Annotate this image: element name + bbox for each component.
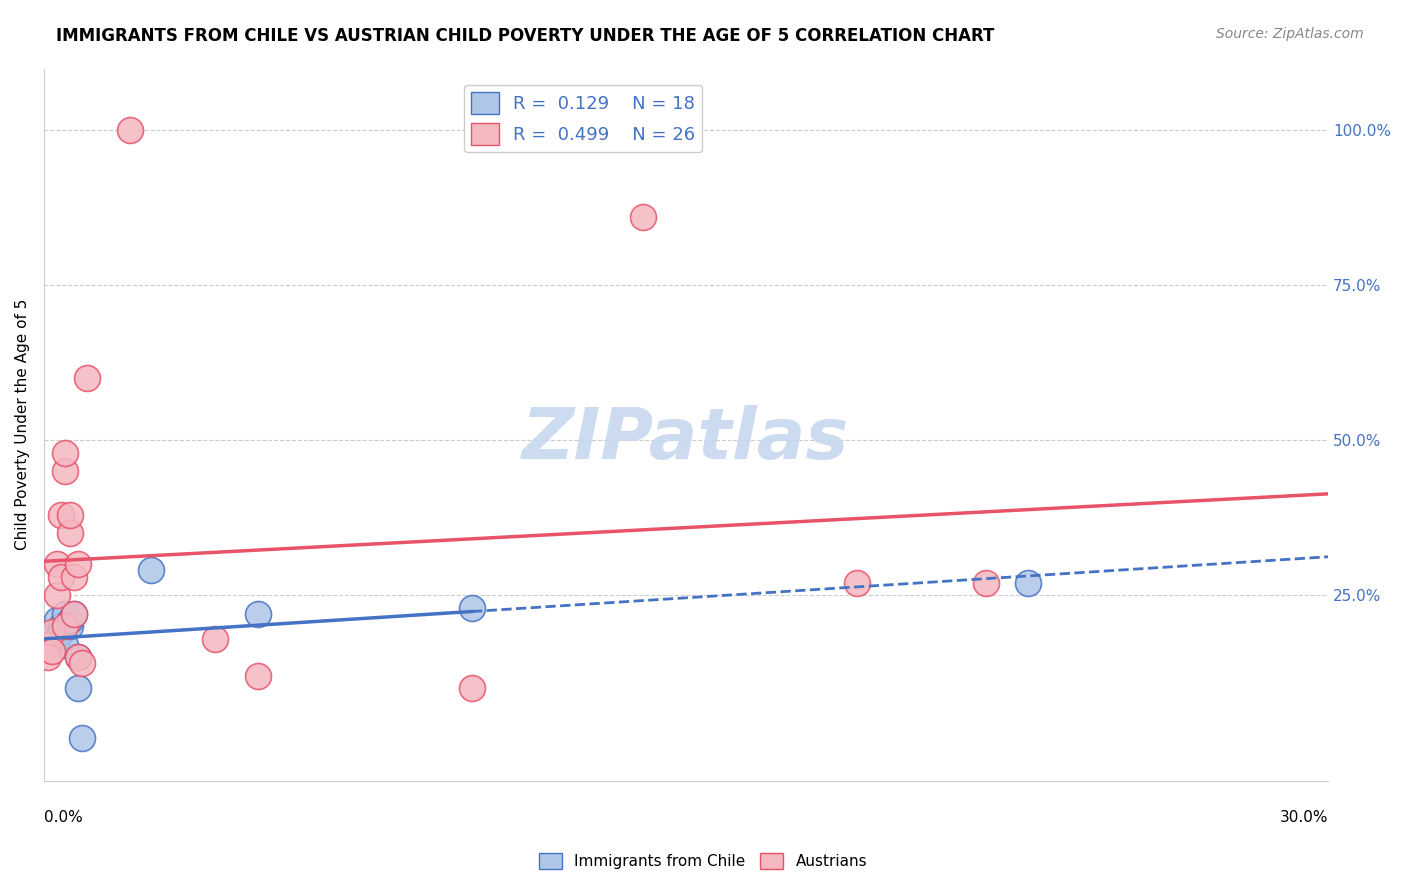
Point — [72, 657, 94, 671]
Point — [53, 445, 76, 459]
Point — [67, 681, 90, 695]
Point — [45, 632, 67, 646]
Point — [1017, 575, 1039, 590]
Point — [45, 613, 67, 627]
Point — [37, 638, 59, 652]
Point — [974, 575, 997, 590]
Legend: R =  0.129    N = 18, R =  0.499    N = 26: R = 0.129 N = 18, R = 0.499 N = 26 — [464, 85, 703, 153]
Point — [49, 625, 72, 640]
Point — [246, 607, 269, 621]
Point — [58, 526, 80, 541]
Point — [846, 575, 869, 590]
Text: Source: ZipAtlas.com: Source: ZipAtlas.com — [1216, 27, 1364, 41]
Text: ZIPatlas: ZIPatlas — [522, 404, 849, 474]
Point — [63, 569, 86, 583]
Point — [76, 371, 98, 385]
Text: 0.0%: 0.0% — [44, 810, 83, 824]
Point — [37, 638, 59, 652]
Point — [49, 508, 72, 522]
Point — [461, 681, 484, 695]
Point — [49, 569, 72, 583]
Point — [67, 650, 90, 665]
Point — [67, 557, 90, 571]
Point — [63, 607, 86, 621]
Point — [246, 668, 269, 682]
Point — [45, 557, 67, 571]
Y-axis label: Child Poverty Under the Age of 5: Child Poverty Under the Age of 5 — [15, 299, 30, 550]
Point — [53, 638, 76, 652]
Point — [53, 619, 76, 633]
Point — [461, 600, 484, 615]
Text: IMMIGRANTS FROM CHILE VS AUSTRIAN CHILD POVERTY UNDER THE AGE OF 5 CORRELATION C: IMMIGRANTS FROM CHILE VS AUSTRIAN CHILD … — [56, 27, 994, 45]
Point — [67, 650, 90, 665]
Point — [41, 625, 63, 640]
Point — [53, 464, 76, 478]
Point — [204, 632, 226, 646]
Legend: Immigrants from Chile, Austrians: Immigrants from Chile, Austrians — [533, 847, 873, 875]
Point — [63, 607, 86, 621]
Point — [118, 123, 141, 137]
Point — [41, 644, 63, 658]
Point — [58, 508, 80, 522]
Point — [53, 607, 76, 621]
Point — [631, 211, 654, 225]
Point — [49, 619, 72, 633]
Point — [45, 588, 67, 602]
Point — [41, 625, 63, 640]
Point — [139, 563, 162, 577]
Text: 30.0%: 30.0% — [1279, 810, 1329, 824]
Point — [72, 731, 94, 745]
Point — [37, 650, 59, 665]
Point — [58, 619, 80, 633]
Point — [58, 613, 80, 627]
